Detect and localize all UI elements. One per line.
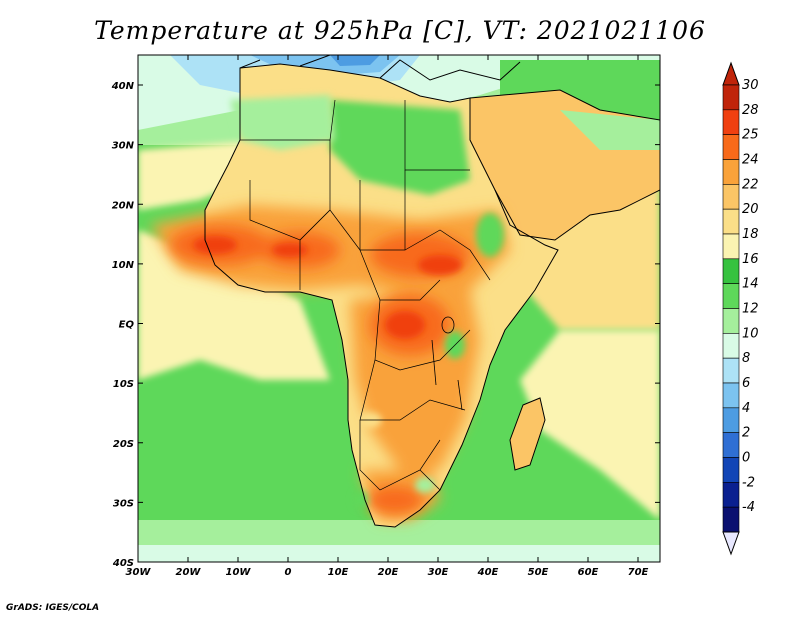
- map-frame: [137, 54, 661, 563]
- colorbar-label: 22: [742, 177, 759, 192]
- lat-tick-label: 30S: [113, 498, 134, 509]
- colorbar-swatch: [722, 482, 740, 508]
- colorbar-swatch: [722, 333, 740, 359]
- colorbar-swatch: [722, 407, 740, 433]
- lat-tick-label: EQ: [119, 320, 135, 331]
- lat-tick-label: 30N: [112, 141, 135, 152]
- colorbar-swatch: [722, 357, 740, 384]
- colorbar-label: 20: [742, 202, 759, 217]
- longitude-axis: 30W 20W 10W 0 10E 20E 30E 40E 50E 60E 70E: [126, 55, 649, 578]
- colorbar-swatch: [722, 159, 740, 185]
- grads-credit: GrADS: IGES/COLA: [6, 603, 100, 613]
- lat-tick-label: 10S: [113, 379, 134, 390]
- lon-tick-label: 30W: [126, 567, 152, 578]
- colorbar-label: -2: [742, 475, 755, 490]
- colorbar-label: 28: [742, 103, 759, 118]
- lon-tick-label: 50E: [528, 567, 549, 578]
- colorbar-label: 10: [742, 326, 759, 341]
- colorbar-swatch: [722, 506, 740, 533]
- colorbar-swatch: [722, 283, 740, 309]
- colorbar-label: 4: [742, 401, 750, 416]
- lat-tick-label: 20N: [112, 200, 135, 211]
- colorbar-swatch: [722, 233, 740, 260]
- colorbar-label: 14: [742, 277, 759, 292]
- lon-tick-label: 10E: [328, 567, 349, 578]
- colorbar-top-arrow: [722, 61, 740, 86]
- lat-tick-label: 40S: [112, 558, 134, 569]
- colorbar-label: 18: [742, 227, 759, 242]
- colorbar-swatch: [722, 308, 740, 334]
- lon-tick-label: 20W: [176, 567, 202, 578]
- lon-tick-label: 30E: [428, 567, 449, 578]
- lon-tick-label: 0: [285, 567, 292, 578]
- colorbar-label: -4: [742, 500, 755, 515]
- map-field: [138, 55, 660, 562]
- latitude-axis: 40N 30N 20N 10N EQ 10S 20S 30S 40S: [111, 81, 660, 569]
- colorbar-label: 25: [742, 128, 759, 143]
- colorbar-swatch: [722, 432, 740, 458]
- map-title: Temperature at 925hPa [C], VT: 202102110…: [94, 16, 706, 45]
- colorbar-label: 8: [742, 351, 750, 366]
- colorbar-bottom-arrow: [722, 531, 740, 556]
- colorbar-label: 2: [742, 426, 750, 441]
- lon-tick-label: 60E: [578, 567, 599, 578]
- colorbar-swatch: [722, 457, 740, 483]
- lon-tick-label: 40E: [477, 567, 499, 578]
- colorbar-swatch: [722, 258, 740, 284]
- colorbar-swatch: [722, 208, 740, 235]
- colorbar-swatch: [722, 109, 740, 135]
- lon-tick-label: 20E: [378, 567, 399, 578]
- lat-tick-label: 10N: [112, 260, 135, 271]
- colorbar-swatch: [722, 382, 740, 409]
- colorbar-swatch: [722, 134, 740, 160]
- colorbar-label: 16: [742, 252, 759, 267]
- colorbar-swatch: [722, 184, 740, 210]
- colorbar-label: 0: [742, 451, 750, 466]
- lat-tick-label: 40N: [111, 81, 135, 92]
- lon-tick-label: 10W: [226, 567, 252, 578]
- colorbar-label: 24: [742, 153, 759, 168]
- colorbar-swatch: [722, 84, 740, 111]
- colorbar-label: 30: [742, 78, 759, 93]
- colorbar-label: 6: [742, 376, 750, 391]
- lon-tick-label: 70E: [628, 567, 649, 578]
- colorbar-label: 12: [742, 302, 759, 317]
- lat-tick-label: 20S: [113, 439, 134, 450]
